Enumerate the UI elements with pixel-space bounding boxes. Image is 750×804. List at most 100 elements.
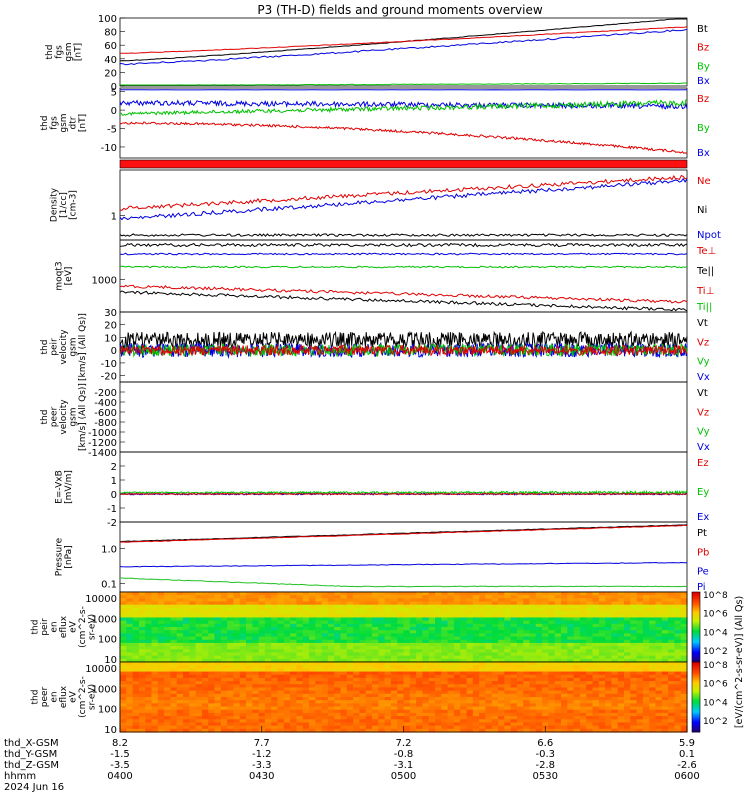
legend-label: By [697,123,710,134]
ylabel-line: fgs [54,45,64,59]
xaxis-row-value: -0.3 [535,749,555,760]
ylabel-line: peer [50,406,60,427]
ytick-label: 0 [111,490,117,501]
xaxis-row-value: -2.8 [535,760,555,771]
xaxis-row-value: -3.5 [110,760,130,771]
ytick-label: -2 [107,518,117,529]
xaxis-row-value: 0.1 [679,749,695,760]
xaxis-row-label: thd_X-GSM [4,738,59,749]
legend-label: Vx [697,372,710,383]
red-flag-strip [120,160,687,168]
xaxis-row-value: 8.2 [112,738,128,749]
panel-traces [120,176,687,237]
ytick-label: 1000 [92,684,117,695]
trace-te-perp [120,253,687,255]
legend-label: Pe [697,567,709,578]
ytick-label: -20 [101,372,117,383]
legend-label: Te|| [696,266,714,277]
panel-traces [120,525,687,587]
ytick-label: 100 [98,635,117,646]
legend-label: Vt [697,388,708,399]
ylabel-line: [km/s] (All Qs)] [78,313,88,381]
colorbar-tick: 10^8 [703,661,728,671]
legend-label: Ti⊥ [696,286,714,297]
ytick-label: -1 [107,504,117,515]
ytick-label: -10 [101,359,117,370]
xaxis-row-value: 0430 [249,771,274,782]
ylabel-line: eflux [59,685,69,708]
ylabel-line: en [50,691,60,702]
xaxis-row-value: 7.2 [396,738,412,749]
ylabel-line: fgs [50,116,60,130]
ylabel-line: gsm [69,337,79,356]
xaxis-row-value: -1.5 [110,749,130,760]
trace-ne [120,176,687,211]
colorbar-tick: 10^8 [703,591,728,601]
ytick-label: 30 [104,308,117,319]
ytick-label: 10000 [85,664,117,675]
ylabel-line: [cm-3] [69,190,79,220]
legend-label: Bx [697,148,710,159]
legend-label: Vx [697,442,710,453]
trace-pi [120,578,687,587]
colorbar-tick: 10^6 [703,680,728,690]
ylabel-line: thd [40,116,50,131]
ytick-label: 100 [98,705,117,716]
ylabel-line: peir [50,338,60,356]
xaxis-row-value: -3.3 [252,760,272,771]
panel-frame [120,170,687,240]
xaxis-row-value: 6.6 [537,738,553,749]
ylabel-line: peir [40,618,50,636]
ylabel-line: (cm^2-s- [78,606,88,648]
trace-npot [120,179,687,220]
xaxis-row-value: -2.6 [677,760,697,771]
panel-ylabel: moqt3[eV] [54,261,74,290]
xaxis-date: 2024 Jun 16 [4,782,64,793]
trace-bz [120,27,687,54]
ylabel-line: en [50,621,60,632]
ylabel-line: [nT] [73,43,83,61]
colorbar-tick: 10^4 [703,698,728,708]
legend-label: Ni [697,205,707,216]
xaxis-row-label: thd_Z-GSM [4,760,59,771]
panel-ylabel: Pressure[nPa] [54,537,74,576]
legend-label: Vz [697,337,709,348]
ylabel-line: velocity [59,329,69,365]
trace-bx [120,83,687,85]
ytick-label: 1.0 [101,545,117,556]
ylabel-line: peer [40,686,50,707]
xaxis-row-value: -3.1 [394,760,414,771]
xaxis-row-value: 0500 [391,771,416,782]
ytick-label: 40 [104,55,117,66]
legend-label: Ex [697,512,709,523]
ytick-label: 2 [111,462,117,473]
legend-label: By [697,61,710,72]
panel-traces [120,491,687,495]
legend-label: Te⊥ [696,246,716,257]
legend-label: Ne [697,176,711,187]
plot-title: P3 (TH-D) fields and ground moments over… [257,3,542,17]
ytick-label: 1000 [92,614,117,625]
ytick-label: 100 [98,14,117,25]
ylabel-line: velocity [59,399,69,435]
panel-traces [120,90,687,154]
trace-bt [120,19,687,61]
ylabel-line: gsm [59,113,69,132]
colorbar-label: [eV/(cm^2-s-sr-eV)] (All Qs) [734,596,745,728]
ylabel-line: eV [69,690,79,703]
xaxis-row-value: 5.9 [679,738,695,749]
legend-label: Ez [697,458,709,469]
xaxis-row-label: thd_Y-GSM [4,749,57,760]
colorbar-tick: 10^2 [703,647,728,657]
